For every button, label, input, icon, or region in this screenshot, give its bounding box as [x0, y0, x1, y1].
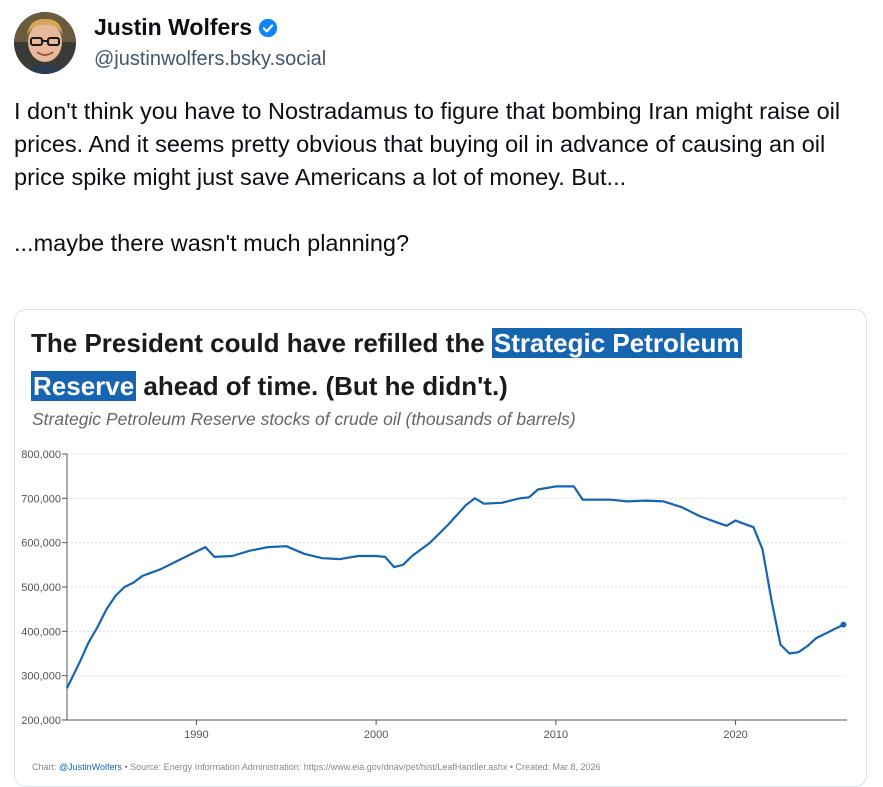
author-handle[interactable]: @justinwolfers.bsky.social: [94, 48, 327, 70]
y-tick-label: 700,000: [21, 493, 61, 505]
footer-prefix: Chart:: [32, 762, 60, 772]
author-name[interactable]: Justin Wolfers: [94, 14, 253, 40]
avatar-photo: [14, 12, 76, 74]
y-tick-label: 400,000: [21, 626, 61, 638]
chart-title-text: ahead of time. (But he didn't.): [136, 371, 508, 401]
chart-title: The President could have refilled the St…: [31, 322, 851, 408]
post-paragraph: I don't think you have to Nostradamus to…: [14, 98, 841, 190]
chart-footer: Chart: @JustinWolfers • Source: Energy I…: [32, 762, 601, 772]
chart-subtitle: Strategic Petroleum Reserve stocks of cr…: [32, 409, 576, 429]
chart-title-highlight: Reserve: [31, 371, 137, 401]
chart-grid: [67, 453, 847, 677]
x-tick-label: 1990: [184, 729, 208, 741]
chart-title-highlight: Strategic Petroleum: [491, 328, 742, 358]
chart-title-text: The President could have refilled the: [31, 328, 492, 358]
y-tick-label: 800,000: [21, 449, 61, 461]
post-text: I don't think you have to Nostradamus to…: [14, 95, 874, 260]
post-paragraph: ...maybe there wasn't much planning?: [14, 230, 410, 256]
x-tick-label: 2000: [364, 729, 388, 741]
series-end-point: [840, 621, 847, 628]
y-tick-label: 200,000: [21, 715, 61, 727]
y-tick-label: 600,000: [21, 538, 61, 550]
y-axis: 200,000 300,000 400,000 500,000 600,000 700,0…: [21, 449, 68, 727]
x-tick-label: 2010: [544, 729, 568, 741]
avatar[interactable]: [14, 12, 76, 74]
x-tick-label: 2020: [723, 729, 747, 741]
y-tick-label: 300,000: [21, 671, 61, 683]
y-tick-label: 500,000: [21, 582, 61, 594]
x-axis: 1990 2000 2010 2020: [67, 719, 847, 741]
chart-image-card[interactable]: The President could have refilled the St…: [14, 309, 867, 787]
verified-check-icon[interactable]: [258, 18, 278, 38]
series-line: [66, 485, 844, 689]
line-chart: 200,000 300,000 400,000 500,000 600,000 700,0…: [21, 449, 847, 741]
footer-author-link[interactable]: @JustinWolfers: [59, 762, 123, 772]
footer-source: • Source: Energy Information Administrat…: [122, 762, 601, 772]
